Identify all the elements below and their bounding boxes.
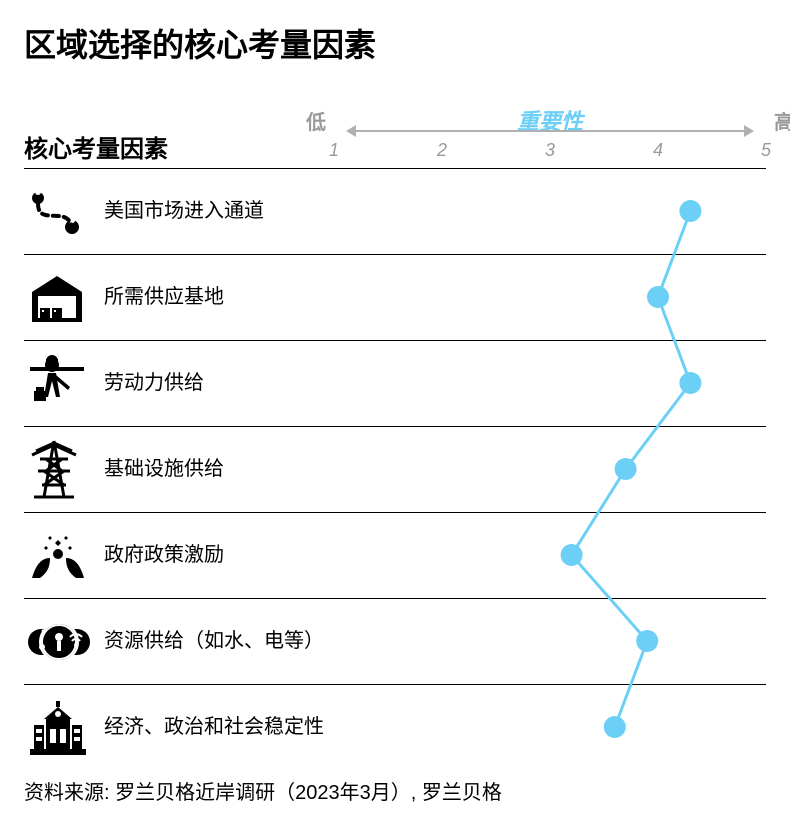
factor-label: 资源供给（如水、电等） <box>104 629 334 654</box>
worker-icon <box>24 353 104 415</box>
factor-row: 所需供应基地 <box>24 254 766 340</box>
axis-arrow <box>356 130 744 132</box>
axis-tick: 2 <box>437 140 447 161</box>
factor-row: 美国市场进入通道 <box>24 168 766 254</box>
axis-tick: 5 <box>761 140 771 161</box>
chart-title: 区域选择的核心考量因素 <box>24 20 766 66</box>
factor-label: 所需供应基地 <box>104 285 334 310</box>
factor-plot-cell <box>334 685 766 770</box>
source-text: 资料来源: 罗兰贝格近岸调研（2023年3月）, 罗兰贝格 <box>24 776 766 805</box>
factor-plot-cell <box>334 169 766 254</box>
factor-label: 劳动力供给 <box>104 371 334 396</box>
axis-tick: 3 <box>545 140 555 161</box>
factor-label: 政府政策激励 <box>104 543 334 568</box>
government-icon <box>24 699 104 757</box>
warehouse-icon <box>24 270 104 326</box>
factor-row: 劳动力供给 <box>24 340 766 426</box>
factor-plot-cell <box>334 513 766 598</box>
factor-plot-cell <box>334 427 766 512</box>
factor-label: 美国市场进入通道 <box>104 199 334 224</box>
factor-row: 政府政策激励 <box>24 512 766 598</box>
axis-tick: 1 <box>329 140 339 161</box>
high-label: 高 <box>774 106 790 135</box>
utility-icon <box>24 617 104 667</box>
factor-label: 基础设施供给 <box>104 457 334 482</box>
low-label: 低 <box>306 106 326 135</box>
factor-row: 经济、政治和社会稳定性 <box>24 684 766 770</box>
tower-icon <box>24 439 104 501</box>
factor-label: 经济、政治和社会稳定性 <box>104 715 334 740</box>
factor-row: 基础设施供给 <box>24 426 766 512</box>
scale-header: 低 重要性 高 12345 <box>334 106 766 168</box>
axis-tick: 4 <box>653 140 663 161</box>
factor-row: 资源供给（如水、电等） <box>24 598 766 684</box>
hands-icon <box>24 528 104 584</box>
factor-plot-cell <box>334 255 766 340</box>
route-icon <box>24 184 104 240</box>
chart-container: 核心考量因素 低 重要性 高 12345 美国市场进入通道所需供应基地劳动力供给… <box>24 106 766 770</box>
axis-ticks: 12345 <box>334 140 766 164</box>
chart-header: 核心考量因素 低 重要性 高 12345 <box>24 106 766 168</box>
factors-column-header: 核心考量因素 <box>24 129 334 168</box>
factor-rows: 美国市场进入通道所需供应基地劳动力供给基础设施供给政府政策激励资源供给（如水、电… <box>24 168 766 770</box>
factor-plot-cell <box>334 341 766 426</box>
factor-plot-cell <box>334 599 766 684</box>
